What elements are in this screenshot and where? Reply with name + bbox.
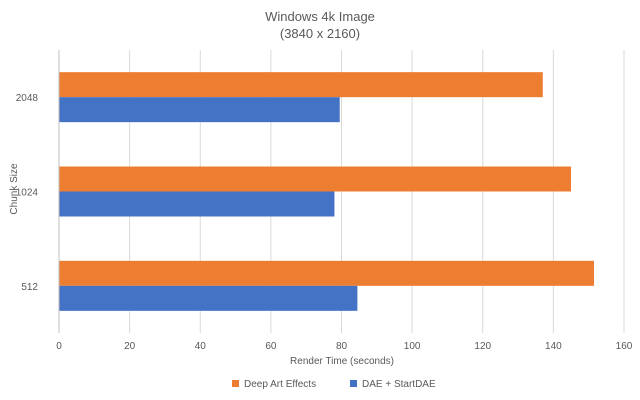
x-tick-label-120: 120 [474,341,491,352]
x-tick-label-20: 20 [124,341,136,352]
chart-subtitle: (3840 x 2160) [280,26,360,41]
x-tick-label-140: 140 [545,341,562,352]
y-tick-label-512: 512 [21,282,38,293]
x-tick-label-100: 100 [404,341,421,352]
chart-title: Windows 4k Image [265,9,375,24]
x-axis-label: Render Time (seconds) [290,356,394,367]
legend-swatch-dae-startdae [350,380,357,387]
y-tick-label-1024: 1024 [16,188,39,199]
bar-dae-startdae-2048 [59,97,340,123]
x-tick-label-160: 160 [616,341,633,352]
bar-deep-art-effects-1024 [59,166,572,192]
x-tick-label-40: 40 [195,341,207,352]
bar-deep-art-effects-512 [59,260,594,286]
bars [59,72,594,311]
axes: 0 20 40 60 80 100 120 140 160 2048 1024 512 [16,50,633,352]
x-tick-label-0: 0 [56,341,62,352]
legend-label-deep-art-effects: Deep Art Effects [244,379,316,390]
y-tick-label-2048: 2048 [16,93,39,104]
legend-label-dae-startdae: DAE + StartDAE [362,379,436,390]
bar-deep-art-effects-2048 [59,72,543,98]
legend: Deep Art Effects DAE + StartDAE [232,379,436,390]
x-tick-label-80: 80 [336,341,348,352]
legend-swatch-deep-art-effects [232,380,239,387]
bar-dae-startdae-1024 [59,191,335,217]
y-axis-label: Chunk Size [9,163,20,215]
x-tick-label-60: 60 [265,341,277,352]
bar-dae-startdae-512 [59,285,358,311]
